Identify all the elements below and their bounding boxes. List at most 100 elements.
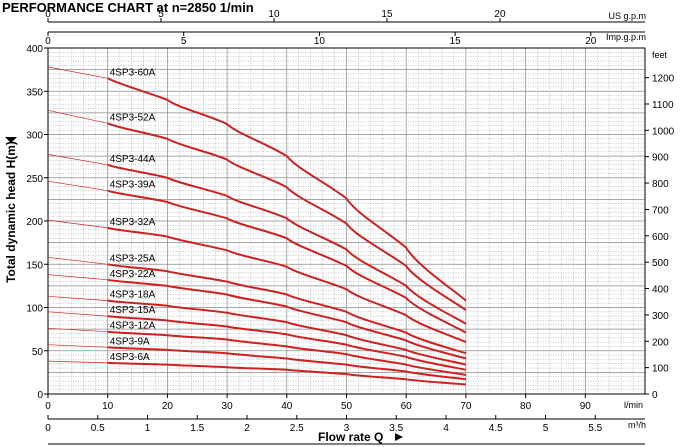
series-label-2: 4SP3-52A [110, 112, 156, 123]
feet-tick-label: 600 [652, 232, 669, 243]
lpm-tick-label: 60 [401, 401, 413, 412]
curve-4SP3-22A [107, 278, 467, 360]
feet-tick-label: 100 [652, 364, 669, 375]
series-label-7: 4SP3-22A [110, 269, 156, 280]
feet-tick-label: 300 [652, 311, 669, 322]
feet-tick-label: 1000 [652, 126, 675, 137]
curve-extension-8 [47, 295, 108, 301]
curve-4SP3-52A [107, 122, 467, 311]
curve-4SP3-18A [107, 299, 467, 366]
curve-4SP3-9A [107, 346, 467, 381]
series-label-10: 4SP3-12A [110, 321, 156, 332]
us-gpm-tick-label: 20 [494, 9, 506, 20]
lpm-tick-label: 0 [45, 401, 51, 412]
y-axis-title: Total dynamic head H(m) [4, 141, 18, 283]
curve-extension-4 [47, 180, 108, 192]
y-tick-label: 400 [26, 44, 43, 55]
m3h-tick-label: 4 [443, 423, 449, 434]
us-gpm-tick-label: 0 [45, 9, 51, 20]
chart-body: 0501001502002503003504000100200300400500… [26, 9, 675, 445]
m3h-tick-label: 1 [145, 423, 151, 434]
m3h-tick-label: 3.5 [389, 423, 403, 434]
lpm-tick-label: 30 [222, 401, 234, 412]
m3h-tick-label: 4.5 [489, 423, 503, 434]
curve-extension-3 [47, 154, 108, 166]
curve-extension-6 [47, 256, 108, 265]
x-axis-title: Flow rate Q [318, 430, 383, 444]
chart-title: PERFORMANCE CHART at n=2850 1/min [2, 0, 254, 15]
feet-tick-label: 700 [652, 205, 669, 216]
lpm-tick-label: 70 [460, 401, 472, 412]
series-label-4: 4SP3-39A [110, 180, 156, 191]
m3h-tick-label: 2.5 [290, 423, 304, 434]
feet-tick-label: 200 [652, 337, 669, 348]
lpm-tick-label: 10 [102, 401, 114, 412]
lpm-tick-label: 50 [341, 401, 353, 412]
series-label-1: 4SP3-60A [110, 67, 156, 78]
imp-gpm-tick-label: 0 [45, 36, 51, 47]
lpm-tick-label: 20 [162, 401, 174, 412]
curve-extension-10 [47, 327, 108, 333]
feet-tick-label: 400 [652, 285, 669, 296]
curve-4SP3-6A [107, 361, 466, 386]
curve-extension-5 [47, 219, 108, 229]
y-tick-label: 300 [26, 131, 43, 142]
y-tick-label: 250 [26, 174, 43, 185]
m3h-tick-label: 5 [543, 423, 549, 434]
curve-4SP3-25A [107, 263, 467, 355]
m3h-tick-label: 1.5 [190, 423, 204, 434]
series-label-9: 4SP3-15A [110, 305, 156, 316]
feet-tick-label: 500 [652, 258, 669, 269]
feet-tick-label: 1200 [652, 74, 675, 85]
series-label-5: 4SP3-32A [110, 217, 156, 228]
m3h-tick-label: 5.5 [588, 423, 602, 434]
imp-gpm-unit: Imp.g.p.m [606, 32, 646, 42]
curve-4SP3-60A [107, 77, 467, 302]
series-label-12: 4SP3-6A [110, 352, 150, 363]
imp-gpm-tick-label: 15 [450, 36, 462, 47]
m3h-tick-label: 0.5 [91, 423, 105, 434]
curve-4SP3-44A [107, 163, 467, 325]
imp-gpm-tick-label: 5 [181, 36, 187, 47]
m3h-tick-label: 2 [244, 423, 250, 434]
m3h-unit: m³/h [628, 420, 646, 430]
lpm-tick-label: 80 [520, 401, 532, 412]
y-tick-label: 50 [32, 347, 44, 358]
lpm-tick-label: 40 [281, 401, 293, 412]
y-tick-label: 0 [37, 390, 43, 401]
series-label-11: 4SP3-9A [110, 336, 150, 347]
lpm-tick-label: 90 [580, 401, 592, 412]
curve-4SP3-32A [107, 226, 467, 344]
series-label-6: 4SP3-25A [110, 253, 156, 264]
curve-extension-7 [47, 274, 108, 281]
us-gpm-tick-label: 15 [381, 9, 393, 20]
feet-tick-label: 0 [652, 390, 658, 401]
series-label-8: 4SP3-18A [110, 290, 156, 301]
m3h-tick-label: 3 [344, 423, 350, 434]
imp-gpm-tick-label: 10 [314, 36, 326, 47]
feet-tick-label: 800 [652, 179, 669, 190]
curve-4SP3-39A [107, 189, 467, 334]
y-tick-label: 200 [26, 217, 43, 228]
lpm-unit: l/min [624, 400, 643, 410]
us-gpm-unit: US g.p.m [608, 11, 646, 21]
curve-extension-12 [47, 360, 108, 364]
x-axis-arrow-icon [395, 433, 403, 441]
feet-tick-label: 900 [652, 153, 669, 164]
feet-tick-label: 1100 [652, 100, 674, 111]
curve-4SP3-15A [107, 315, 467, 371]
us-gpm-tick-label: 5 [158, 9, 164, 20]
feet-unit: feet [652, 50, 668, 60]
curve-extension-9 [47, 311, 108, 317]
series-label-3: 4SP3-44A [110, 154, 156, 165]
imp-gpm-tick-label: 20 [585, 36, 597, 47]
curve-4SP3-12A [107, 330, 467, 376]
y-tick-label: 350 [26, 87, 43, 98]
curve-extension-1 [47, 66, 108, 79]
y-tick-label: 150 [26, 260, 43, 271]
us-gpm-tick-label: 10 [268, 9, 280, 20]
y-axis-arrow-icon [5, 137, 17, 143]
m3h-tick-label: 0 [45, 423, 51, 434]
curve-extension-11 [47, 344, 108, 348]
